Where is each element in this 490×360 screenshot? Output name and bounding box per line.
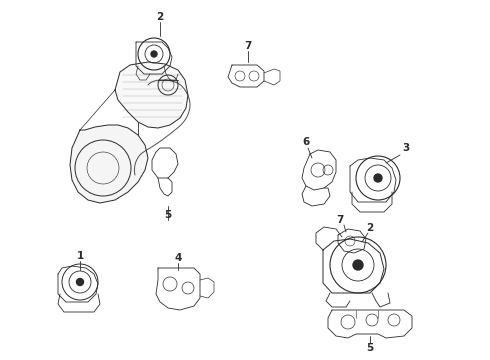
- Circle shape: [151, 51, 157, 57]
- Text: 1: 1: [76, 251, 84, 261]
- Circle shape: [353, 260, 363, 270]
- Circle shape: [76, 279, 83, 285]
- Text: 2: 2: [156, 12, 164, 22]
- Text: 3: 3: [402, 143, 410, 153]
- Text: 7: 7: [336, 215, 343, 225]
- Polygon shape: [115, 62, 188, 128]
- Text: 2: 2: [367, 223, 373, 233]
- Text: 5: 5: [164, 210, 171, 220]
- Text: 4: 4: [174, 253, 182, 263]
- Text: 6: 6: [302, 137, 310, 147]
- Circle shape: [374, 174, 382, 182]
- Polygon shape: [70, 125, 148, 203]
- Text: 7: 7: [245, 41, 252, 51]
- Text: 5: 5: [367, 343, 373, 353]
